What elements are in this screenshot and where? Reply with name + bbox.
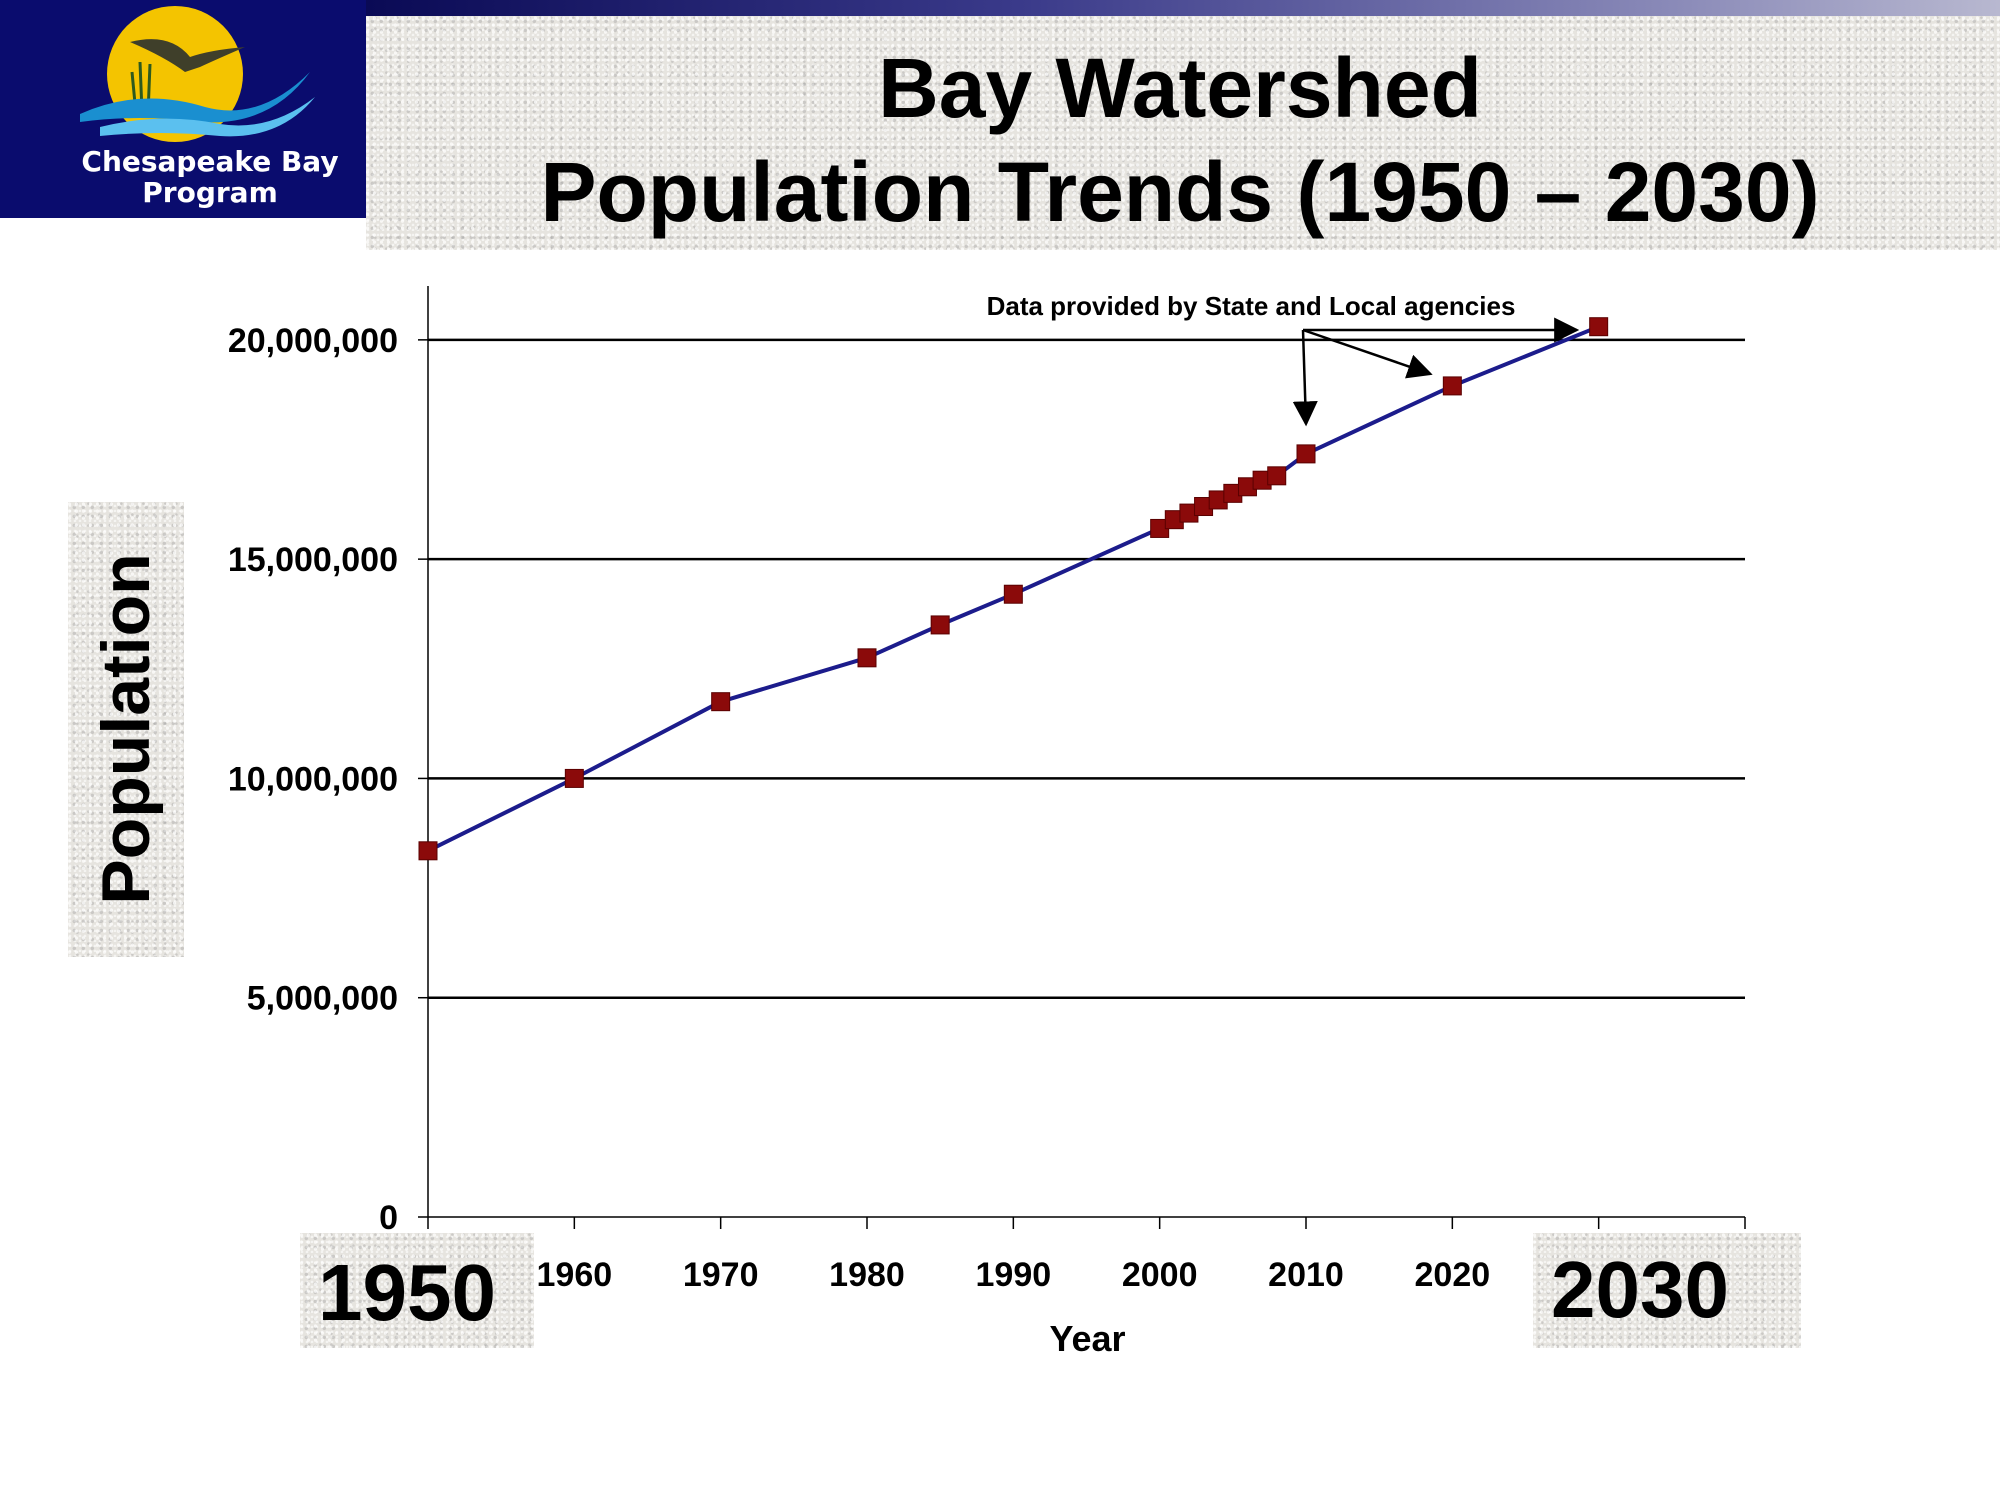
annotation: Data provided by State and Local agencie…	[987, 291, 1580, 427]
chesapeake-bay-program-logo: Chesapeake Bay Program	[0, 0, 366, 218]
logo-emblem-icon	[80, 6, 315, 142]
end-year-background	[1533, 1233, 1801, 1348]
annotation-text: Data provided by State and Local agencie…	[987, 291, 1516, 321]
x-tick-label: 1960	[537, 1256, 613, 1294]
annotation-arrow-2020	[1302, 328, 1433, 379]
y-tick-label: 20,000,000	[228, 322, 398, 360]
title-line2: Population Trends (1950 – 2030)	[540, 145, 1820, 239]
tick-labels: 0 5,000,000 10,000,000 15,000,000 20,000,000…	[228, 322, 1490, 1359]
data-point-2020	[1442, 376, 1462, 396]
y-tick-label: 10,000,000	[228, 760, 398, 798]
title-line1: Bay Watershed	[878, 41, 1482, 135]
annotation-arrow-2010	[1292, 329, 1318, 427]
data-point-1950	[418, 841, 438, 861]
x-tick-label: 2000	[1122, 1256, 1198, 1294]
header-band	[366, 16, 2000, 250]
y-axis-label-background	[68, 502, 184, 957]
axes	[418, 286, 1746, 1229]
x-tick-label: 1990	[976, 1256, 1052, 1294]
logo-text-line1: Chesapeake Bay	[81, 145, 339, 178]
x-tick-label: 1980	[829, 1256, 905, 1294]
logo-text-line2: Program	[142, 176, 278, 209]
population-series	[418, 317, 1609, 861]
data-point-1960	[564, 768, 584, 788]
end-year-label: 2030	[1551, 1245, 1729, 1334]
x-tick-label: 2020	[1415, 1256, 1491, 1294]
header-stripe	[366, 0, 2000, 16]
gridlines	[428, 338, 1745, 999]
x-tick-label: 1970	[683, 1256, 759, 1294]
y-tick-label: 0	[379, 1199, 398, 1237]
data-point-1990	[1003, 584, 1023, 604]
data-point-1985	[930, 615, 950, 635]
logo-text: Chesapeake Bay Program	[0, 146, 420, 208]
data-point-1980	[857, 648, 877, 668]
data-point-2010	[1296, 444, 1316, 464]
data-point-2008	[1267, 466, 1287, 486]
start-year-label: 1950	[318, 1248, 496, 1337]
x-axis-label: Year	[1049, 1318, 1125, 1359]
data-point-2030	[1589, 317, 1609, 337]
y-tick-label: 15,000,000	[228, 541, 398, 579]
data-point-1970	[711, 692, 731, 712]
start-year-background	[300, 1233, 534, 1348]
x-tick-label: 2010	[1268, 1256, 1344, 1294]
y-tick-label: 5,000,000	[247, 980, 398, 1018]
page-title: Bay Watershed Population Trends (1950 – …	[420, 36, 1940, 244]
